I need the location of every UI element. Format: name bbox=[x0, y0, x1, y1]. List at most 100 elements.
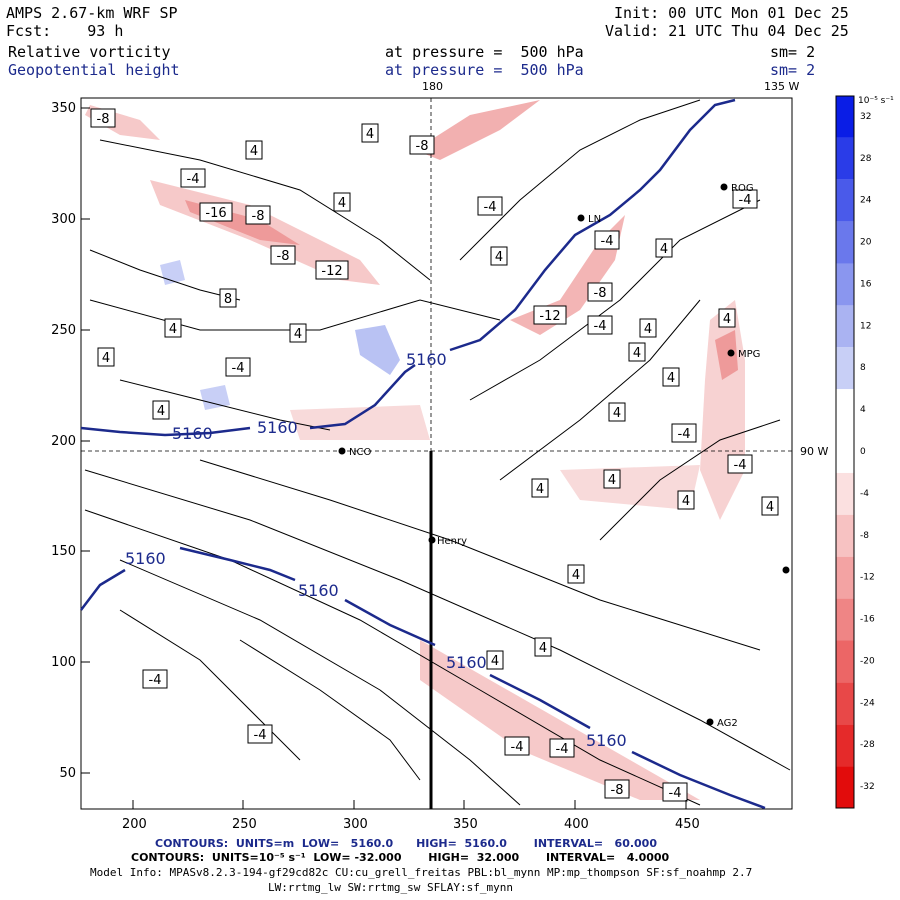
svg-text:-12: -12 bbox=[539, 309, 560, 324]
svg-text:4: 4 bbox=[536, 482, 544, 497]
colorbar-swatch bbox=[836, 347, 854, 390]
contour-label: 5160 bbox=[257, 418, 298, 437]
vorticity-label: -8 bbox=[587, 282, 613, 302]
colorbar-swatch bbox=[836, 305, 854, 348]
colorbar-tick-label: 8 bbox=[860, 363, 866, 373]
vorticity-band-negative bbox=[415, 100, 540, 160]
y-tick-label: 250 bbox=[51, 323, 76, 338]
svg-text:4: 4 bbox=[102, 351, 110, 366]
model-physics: LW:rrtmg_lw SW:rrtmg_sw SFLAY:sf_mynn bbox=[268, 881, 514, 894]
vorticity-label: -4 bbox=[671, 423, 697, 443]
svg-text:4: 4 bbox=[250, 144, 258, 159]
colorbar-tick-label: 28 bbox=[860, 154, 872, 164]
vorticity-label: -4 bbox=[477, 196, 503, 216]
geopotential-contour-5160 bbox=[80, 568, 126, 611]
colorbar-tick-label: 16 bbox=[860, 279, 872, 289]
meridian-label-180: 180 bbox=[422, 80, 443, 93]
svg-text:4: 4 bbox=[491, 654, 499, 669]
field2-smoothing: sm= 2 bbox=[770, 61, 816, 79]
vorticity-contour bbox=[99, 139, 431, 281]
station-marker bbox=[428, 536, 436, 544]
contour-label: 5160 bbox=[172, 424, 213, 443]
station-marker bbox=[706, 718, 714, 726]
x-tick-label: 350 bbox=[453, 817, 478, 832]
y-tick-label: 200 bbox=[51, 434, 76, 449]
y-tick-label: 350 bbox=[51, 101, 76, 116]
y-tick-label: 100 bbox=[51, 655, 76, 670]
svg-text:4: 4 bbox=[495, 250, 503, 265]
vorticity-contour-info: CONTOURS: UNITS=10⁻⁵ s⁻¹ LOW= -32.000 HI… bbox=[131, 851, 670, 864]
svg-text:4: 4 bbox=[723, 312, 731, 327]
vorticity-label: 4 bbox=[333, 192, 351, 212]
vorticity-label: 4 bbox=[531, 478, 549, 498]
field2-level: at pressure = 500 hPa bbox=[385, 61, 584, 79]
x-tick-label: 300 bbox=[343, 817, 368, 832]
vorticity-label: 4 bbox=[603, 469, 621, 489]
vorticity-label: -4 bbox=[727, 454, 753, 474]
svg-text:4: 4 bbox=[682, 494, 690, 509]
svg-text:4: 4 bbox=[572, 568, 580, 583]
vorticity-label: -16 bbox=[199, 202, 233, 222]
vorticity-contour bbox=[199, 459, 761, 651]
height-contour-info: CONTOURS: UNITS=m LOW= 5160.0 HIGH= 5160… bbox=[155, 837, 657, 850]
colorbar-tick-label: -24 bbox=[860, 698, 875, 708]
geopotential-contour-5160 bbox=[489, 673, 591, 730]
field1-name: Relative vorticity bbox=[8, 43, 171, 61]
colorbar-swatch bbox=[836, 514, 854, 557]
vorticity-label: -4 bbox=[549, 738, 575, 758]
vorticity-label: 4 bbox=[677, 490, 695, 510]
x-tick-label: 450 bbox=[675, 817, 700, 832]
geopotential-contour-5160 bbox=[449, 98, 736, 352]
svg-text:4: 4 bbox=[294, 327, 302, 342]
colorbar-tick-label: 12 bbox=[860, 321, 871, 331]
vorticity-contour bbox=[89, 299, 501, 331]
colorbar-swatch bbox=[836, 389, 854, 432]
vorticity-contour bbox=[239, 639, 421, 781]
svg-text:4: 4 bbox=[766, 500, 774, 515]
colorbar-tick-label: -32 bbox=[860, 782, 875, 792]
field1-level: at pressure = 500 hPa bbox=[385, 43, 584, 61]
contour-label: 5160 bbox=[298, 581, 339, 600]
colorbar-tick-label: -4 bbox=[860, 489, 869, 499]
vorticity-band-strong-negative bbox=[715, 330, 738, 380]
station-label: Henry bbox=[437, 536, 467, 547]
svg-text:-8: -8 bbox=[252, 209, 265, 224]
colorbar-swatch bbox=[836, 96, 854, 138]
vorticity-labels: -8-16 -8-8-12-4-484444-8-4-12-8-44-444444… bbox=[90, 108, 779, 802]
vorticity-label: 4 bbox=[361, 123, 379, 143]
vorticity-contour bbox=[119, 559, 521, 806]
colorbar-tick-label: 24 bbox=[860, 196, 872, 206]
colorbar-swatch bbox=[836, 263, 854, 306]
vorticity-label: -4 bbox=[180, 168, 206, 188]
geopotential-contour-labels: 5160 5160 5160 5160 5160 5160 5160 bbox=[125, 350, 627, 750]
vorticity-label: 4 bbox=[164, 318, 182, 338]
vorticity-label: -4 bbox=[225, 357, 251, 377]
vorticity-label: 4 bbox=[718, 308, 736, 328]
vorticity-band-positive bbox=[355, 325, 400, 375]
colorbar-swatch bbox=[836, 598, 854, 641]
station-marker bbox=[720, 183, 728, 191]
colorbar-swatch bbox=[836, 179, 854, 222]
colorbar-frame bbox=[835, 95, 855, 809]
colorbar-tick-label: 20 bbox=[860, 238, 872, 248]
contour-label: 5160 bbox=[586, 731, 627, 750]
valid-time: Valid: 21 UTC Thu 04 Dec 25 bbox=[605, 22, 849, 40]
colorbar-swatch bbox=[836, 472, 854, 515]
colorbar-swatch bbox=[836, 682, 854, 725]
vorticity-contours bbox=[84, 99, 791, 806]
svg-text:-8: -8 bbox=[611, 783, 624, 798]
vorticity-band-negative bbox=[420, 640, 700, 800]
contour-label: 5160 bbox=[446, 653, 487, 672]
geopotential-contour-5160 bbox=[179, 546, 296, 582]
colorbar-units: 10⁻⁵ s⁻¹ bbox=[858, 96, 894, 106]
vorticity-label: 4 bbox=[567, 564, 585, 584]
colorbar-tick-label: -12 bbox=[860, 573, 875, 583]
svg-text:4: 4 bbox=[667, 371, 675, 386]
meridian-label-90w: 90 W bbox=[800, 445, 828, 458]
svg-text:-4: -4 bbox=[739, 193, 752, 208]
colorbar-swatch bbox=[836, 640, 854, 683]
colorbar: 32 28 24 20 16 12 8 4 0 -4 -8 -12 -16 -20 -24 -28 -32 bbox=[835, 95, 875, 809]
init-time: Init: 00 UTC Mon 01 Dec 25 bbox=[614, 4, 849, 22]
svg-text:-8: -8 bbox=[97, 112, 110, 127]
y-axis-ticks bbox=[81, 107, 90, 774]
